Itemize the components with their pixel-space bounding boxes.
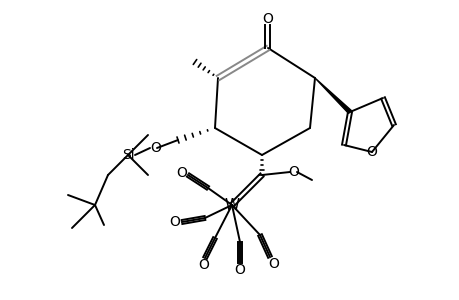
Text: O: O: [366, 145, 377, 159]
Text: O: O: [262, 12, 273, 26]
Text: O: O: [150, 141, 161, 155]
Text: O: O: [176, 166, 187, 180]
Polygon shape: [314, 78, 351, 113]
Text: O: O: [268, 257, 279, 271]
Text: O: O: [169, 215, 180, 229]
Text: O: O: [234, 263, 245, 277]
Text: W: W: [224, 197, 239, 212]
Text: O: O: [288, 165, 299, 179]
Text: O: O: [198, 258, 209, 272]
Text: Si: Si: [122, 148, 134, 162]
